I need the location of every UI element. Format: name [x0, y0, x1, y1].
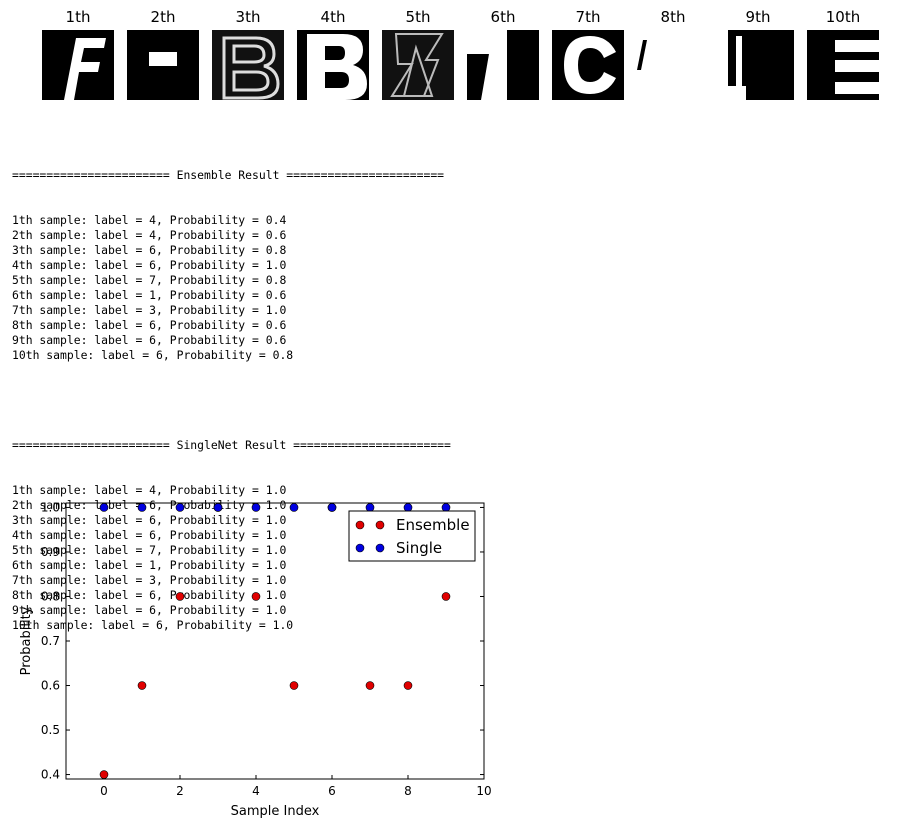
x-tick-label: 6 — [328, 784, 336, 798]
data-point-single — [403, 503, 413, 512]
legend-box — [348, 510, 476, 562]
y-tick-label: 0.7 — [41, 634, 60, 648]
sample-image — [127, 30, 199, 100]
sample-image — [637, 30, 709, 100]
sample-label: 3th — [235, 8, 261, 26]
data-point-single — [251, 503, 261, 512]
x-tick-label: 4 — [252, 784, 260, 798]
sample-image — [722, 30, 794, 100]
result-line: 3th sample: label = 6, Probability = 1.0 — [12, 513, 287, 527]
probability-scatter-chart: 0 2 4 6 8 10 0.4 0.5 0.6 0.7 0.8 0.9 1.0 Sample Index… — [0, 495, 520, 825]
data-point-single — [289, 503, 299, 512]
data-point-single — [175, 503, 185, 512]
data-point-ensemble — [251, 592, 261, 601]
sample-image — [297, 30, 369, 100]
sample-label: 10th — [825, 8, 861, 26]
legend-marker — [355, 543, 365, 553]
sample-thumbnail: 8th — [637, 0, 723, 105]
sample-thumbnail: 6th — [467, 0, 553, 105]
sample-label: 7th — [575, 8, 601, 26]
sample-thumbnail: 7th — [552, 0, 638, 105]
y-axis-title: Probability — [19, 606, 34, 675]
data-point-ensemble — [365, 681, 375, 690]
data-point-ensemble — [289, 681, 299, 690]
result-line: 4th sample: label = 6, Probability = 1.0 — [12, 528, 287, 542]
data-point-single — [137, 503, 147, 512]
sample-thumbnail: 9th — [722, 0, 808, 105]
result-line: 2th sample: label = 4, Probability = 0.6 — [12, 228, 287, 242]
sample-label: 2th — [150, 8, 176, 26]
y-tick-label: 0.9 — [41, 545, 60, 559]
result-line: 9th sample: label = 6, Probability = 1.0 — [12, 603, 287, 617]
result-line: 5th sample: label = 7, Probability = 1.0 — [12, 543, 287, 557]
sample-thumbnails: 1th 2th 3th 4th 5th 6th 7th 8th 9th 10th — [0, 0, 900, 105]
sample-label: 9th — [745, 8, 771, 26]
sample-thumbnail: 3th — [212, 0, 298, 105]
result-line: 1th sample: label = 4, Probability = 0.4 — [12, 213, 287, 227]
legend-marker — [375, 520, 385, 530]
x-tick-label: 2 — [176, 784, 184, 798]
x-tick-label: 0 — [100, 784, 108, 798]
x-tick-label: 10 — [476, 784, 491, 798]
sample-thumbnail: 5th — [382, 0, 468, 105]
result-line: 6th sample: label = 1, Probability = 0.6 — [12, 288, 287, 302]
legend-label: Single — [396, 539, 442, 557]
sample-image — [807, 30, 879, 100]
sample-thumbnail: 1th — [42, 0, 128, 105]
data-point-ensemble — [175, 592, 185, 601]
result-line: 10th sample: label = 6, Probability = 1.… — [12, 618, 294, 632]
data-point-single — [327, 503, 337, 512]
sample-image — [212, 30, 284, 100]
sample-label: 6th — [490, 8, 516, 26]
result-line: 10th sample: label = 6, Probability = 0.… — [12, 348, 294, 362]
console-output: ======================= Ensemble Result … — [12, 138, 451, 648]
data-point-single — [365, 503, 375, 512]
singlenet-header: ======================= SingleNet Result… — [12, 438, 451, 452]
data-point-ensemble — [137, 681, 147, 690]
y-tick-label: 0.4 — [41, 768, 60, 782]
data-point-ensemble — [441, 592, 451, 601]
result-line: 6th sample: label = 1, Probability = 1.0 — [12, 558, 287, 572]
y-tick-label: 0.5 — [41, 723, 60, 737]
x-tick-label: 8 — [404, 784, 412, 798]
result-line: 7th sample: label = 3, Probability = 1.0 — [12, 573, 287, 587]
legend-marker — [375, 543, 385, 553]
singlenet-results: 1th sample: label = 4, Probability = 1.0… — [12, 483, 451, 633]
sample-thumbnail: 10th — [807, 0, 893, 105]
sample-image — [42, 30, 114, 100]
data-point-single — [213, 503, 223, 512]
result-line: 1th sample: label = 4, Probability = 1.0 — [12, 483, 287, 497]
sample-image — [382, 30, 454, 100]
y-tick-label: 1.0 — [41, 500, 60, 514]
data-point-ensemble — [403, 681, 413, 690]
y-tick-label: 0.6 — [41, 679, 60, 693]
sample-label: 5th — [405, 8, 431, 26]
sample-label: 4th — [320, 8, 346, 26]
data-point-ensemble — [99, 770, 109, 779]
result-line: 7th sample: label = 3, Probability = 1.0 — [12, 303, 287, 317]
result-line: 8th sample: label = 6, Probability = 0.6 — [12, 318, 287, 332]
data-point-single — [441, 503, 451, 512]
result-line: 8th sample: label = 6, Probability = 1.0 — [12, 588, 287, 602]
result-line: 4th sample: label = 6, Probability = 1.0 — [12, 258, 287, 272]
sample-label: 8th — [660, 8, 686, 26]
sample-label: 1th — [65, 8, 91, 26]
legend-marker — [355, 520, 365, 530]
legend-label: Ensemble — [396, 516, 470, 534]
sample-thumbnail: 2th — [127, 0, 213, 105]
sample-thumbnail: 4th — [297, 0, 383, 105]
sample-image — [552, 30, 624, 100]
result-line: 5th sample: label = 7, Probability = 0.8 — [12, 273, 287, 287]
result-line: 9th sample: label = 6, Probability = 0.6 — [12, 333, 287, 347]
data-point-single — [99, 503, 109, 512]
result-line: 3th sample: label = 6, Probability = 0.8 — [12, 243, 287, 257]
y-tick-label: 0.8 — [41, 589, 60, 603]
sample-image — [467, 30, 539, 100]
ensemble-header: ======================= Ensemble Result … — [12, 168, 445, 182]
ensemble-results: 1th sample: label = 4, Probability = 0.4… — [12, 213, 451, 363]
x-axis-title: Sample Index — [231, 804, 320, 819]
